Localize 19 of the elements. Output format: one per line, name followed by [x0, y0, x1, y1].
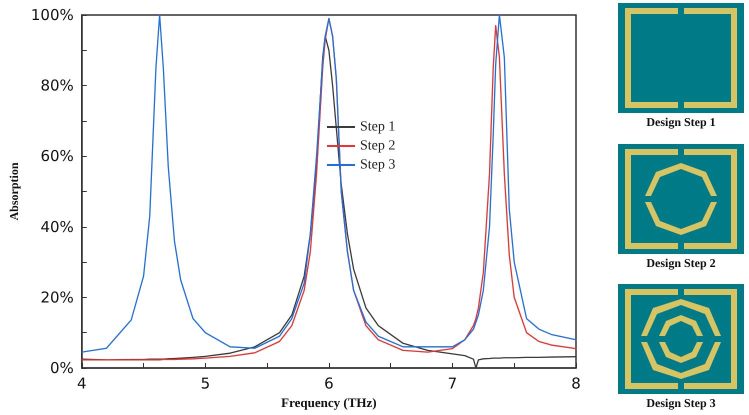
- legend-label: Step 3: [360, 158, 396, 172]
- y-tick-label: 0%: [50, 359, 74, 377]
- y-tick-label: 100%: [30, 6, 74, 24]
- text: Design Step 2: [645, 256, 717, 271]
- x-tick-label: 8: [571, 374, 581, 392]
- x-tick-label: 6: [324, 374, 334, 392]
- legend-label: Step 1: [360, 120, 396, 134]
- y-tick-label: 60%: [40, 147, 74, 166]
- x-tick-label: 5: [200, 374, 210, 392]
- legend-label: Step 2: [360, 138, 396, 154]
- y-axis-title: Absorption: [7, 162, 21, 221]
- y-tick-label: 40%: [40, 218, 74, 236]
- x-axis-title: Frequency (THz): [281, 394, 377, 410]
- y-tick-label: 80%: [40, 76, 74, 95]
- x-tick-label: 7: [448, 374, 458, 392]
- x-tick-label: 4: [77, 374, 87, 392]
- y-tick-label: 20%: [40, 288, 74, 306]
- text: Design Step 1: [645, 115, 717, 130]
- text: Design Step 3: [645, 396, 717, 411]
